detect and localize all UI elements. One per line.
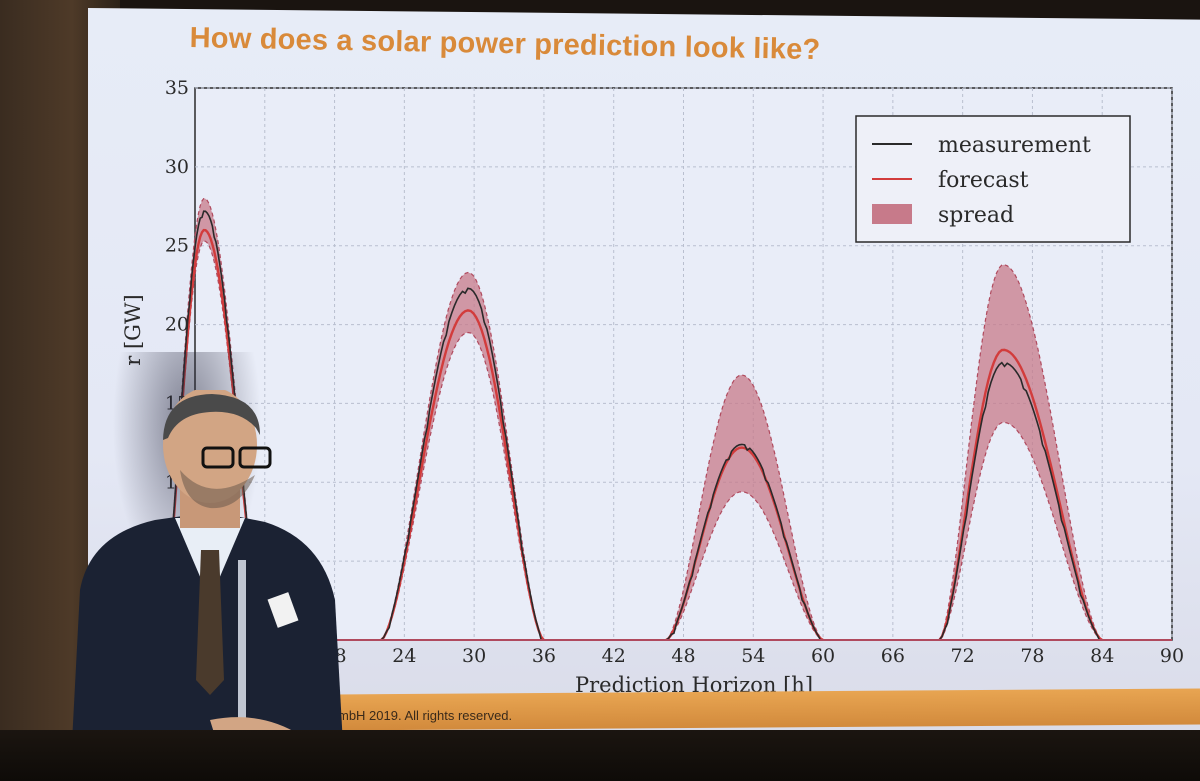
glasses-icon [201, 446, 235, 469]
x-tick-label: 36 [532, 645, 556, 667]
measurement-line-day-2 [380, 287, 544, 641]
y-tick-label: 20 [165, 314, 189, 336]
copyright-notice: mbH 2019. All rights reserved. [338, 708, 513, 723]
legend-label-measurement: measurement [938, 133, 1091, 158]
x-tick-label: 42 [602, 645, 626, 667]
x-tick-label: 90 [1160, 645, 1184, 667]
x-tick-label: 60 [811, 645, 835, 667]
x-tick-label: 24 [392, 645, 416, 667]
presenter-beard [180, 470, 255, 509]
y-tick-label: 25 [165, 235, 189, 257]
x-tick-label: 66 [881, 645, 905, 667]
x-tick-label: 54 [741, 645, 765, 667]
presenter-hair [163, 394, 260, 440]
legend-label-forecast: forecast [938, 168, 1029, 193]
x-tick-label: 48 [671, 645, 695, 667]
legend-swatch-spread [872, 204, 912, 224]
presenter-tie [196, 550, 224, 695]
glasses-lens-icon [238, 446, 272, 469]
y-tick-label: 35 [165, 77, 189, 99]
measurement-line-day-4 [938, 361, 1103, 641]
legend: measurement forecast spread [855, 115, 1131, 243]
measurement-line-day-3 [665, 443, 824, 641]
x-tick-label: 84 [1090, 645, 1114, 667]
x-tick-label: 78 [1020, 645, 1044, 667]
legend-label-spread: spread [938, 203, 1014, 228]
presenter-face [163, 390, 257, 503]
spread-band-day-2 [380, 271, 545, 641]
name-badge [267, 592, 299, 628]
y-tick-label: 30 [165, 156, 189, 178]
x-tick-label: 30 [462, 645, 486, 667]
room-floor [0, 730, 1200, 781]
x-tick-label: 72 [951, 645, 975, 667]
spread-band-day-4 [938, 264, 1103, 641]
presenter-lanyard [238, 560, 246, 720]
presenter [70, 390, 345, 781]
